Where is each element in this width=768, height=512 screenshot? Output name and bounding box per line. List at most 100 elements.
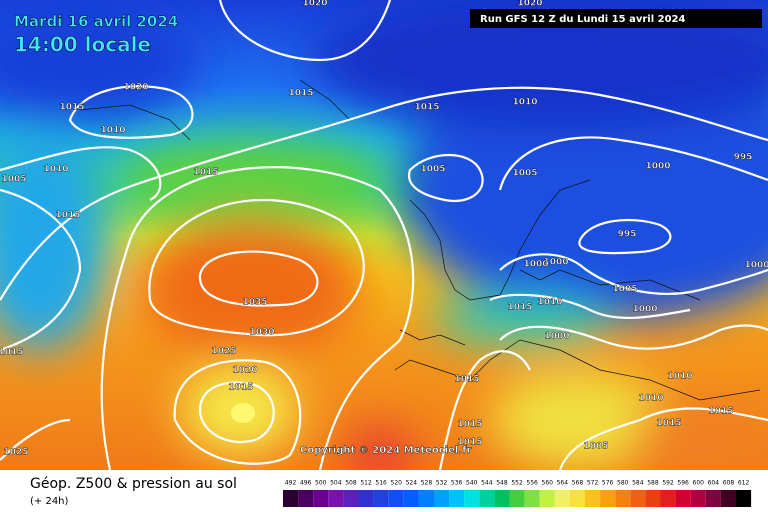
isobar-labels: 1035 1030 1025 1020 1015 1015 1010 1020 1015 1015… xyxy=(0,0,768,458)
scale-label: 548 xyxy=(496,480,508,487)
isobar-label: 1000 xyxy=(744,261,768,271)
isobar-label: 1015 xyxy=(457,420,482,430)
isobar-label: 1000 xyxy=(523,260,548,270)
scale-label: 580 xyxy=(617,480,629,487)
scale-swatch xyxy=(464,490,480,507)
scale-label: 504 xyxy=(330,480,342,487)
forecast-time: 14:00 locale xyxy=(14,33,151,57)
isobar-label: 1015 xyxy=(414,103,439,113)
isobar-label: 1000 xyxy=(632,305,657,315)
scale-label: 520 xyxy=(391,480,403,487)
run-info: Run GFS 12 Z du Lundi 15 avril 2024 xyxy=(480,14,686,25)
scale-swatch xyxy=(328,490,344,507)
legend-title: Géop. Z500 & pression au sol xyxy=(30,476,237,492)
isobar-label: 1010 xyxy=(43,165,68,175)
isobar-label: 1005 xyxy=(512,169,537,179)
scale-label: 552 xyxy=(511,480,523,487)
scale-swatch xyxy=(434,490,450,507)
isobar-label: 1000 xyxy=(645,162,670,172)
isobar-label: 1015 xyxy=(228,383,253,393)
scale-label: 600 xyxy=(693,480,705,487)
isobar-label: 995 xyxy=(618,230,637,240)
isobar-label: 1015 xyxy=(59,103,84,113)
scale-label: 596 xyxy=(677,480,689,487)
scale-swatch xyxy=(358,490,374,507)
color-scale: 492 496 500 504 508 512 516 520 524 528 532 536 540 5… xyxy=(283,480,752,507)
scale-label: 576 xyxy=(602,480,614,487)
isobar-label: 1015 xyxy=(454,375,479,385)
scale-swatch xyxy=(509,490,525,507)
scale-label: 496 xyxy=(300,480,312,487)
isobar-label: 1015 xyxy=(288,89,313,99)
scale-swatch xyxy=(283,490,299,507)
isobar-label: 1010 xyxy=(638,394,663,404)
scale-label: 508 xyxy=(345,480,357,487)
scale-label: 612 xyxy=(738,480,750,487)
isobar-label: 1025 xyxy=(211,347,236,357)
high-core xyxy=(231,403,255,423)
scale-label: 540 xyxy=(466,480,478,487)
scale-swatch xyxy=(313,490,329,507)
scale-label: 568 xyxy=(572,480,584,487)
scale-swatch xyxy=(418,490,434,507)
isobar-label: 1015 xyxy=(457,438,482,448)
field-shading xyxy=(0,0,768,470)
scale-label: 500 xyxy=(315,480,327,487)
scale-swatch xyxy=(675,490,691,507)
map: 1035 1030 1025 1020 1015 1015 1010 1020 1015 1015… xyxy=(0,0,768,470)
scale-swatch xyxy=(705,490,721,507)
scale-label: 544 xyxy=(481,480,493,487)
isobar-label: 1010 xyxy=(512,98,537,108)
scale-label: 528 xyxy=(421,480,433,487)
coastlines xyxy=(79,79,761,401)
isobar-label: 1000 xyxy=(544,332,569,342)
isobar-label: 1005 xyxy=(583,442,608,452)
scale-label: 572 xyxy=(587,480,599,487)
scale-swatch xyxy=(494,490,510,507)
isobar-label: 1020 xyxy=(232,366,257,376)
run-box xyxy=(470,9,762,28)
scale-swatch xyxy=(660,490,676,507)
isobar-label: 1010 xyxy=(667,372,692,382)
forecast-date: Mardi 16 avril 2024 xyxy=(14,13,178,31)
scale-label: 536 xyxy=(451,480,463,487)
scale-swatch xyxy=(690,490,706,507)
isobar-label: 1020 xyxy=(517,0,542,9)
isobar-label: 995 xyxy=(734,153,753,163)
legend-subtitle: (+ 24h) xyxy=(30,496,69,507)
scale-label: 492 xyxy=(285,480,297,487)
scale-swatch xyxy=(600,490,616,507)
scale-swatch xyxy=(388,490,404,507)
isobar-label: 1005 xyxy=(420,165,445,175)
scale-swatch xyxy=(615,490,631,507)
scale-swatch xyxy=(449,490,465,507)
scale-label: 556 xyxy=(526,480,538,487)
scale-label: 588 xyxy=(647,480,659,487)
isobar-label: 1020 xyxy=(302,0,327,9)
isobar-label: 1015 xyxy=(708,407,733,417)
scale-label: 564 xyxy=(557,480,569,487)
isobar-label: 1010 xyxy=(537,298,562,308)
scale-swatch xyxy=(539,490,555,507)
scale-label: 604 xyxy=(708,480,720,487)
isobar-label: 1030 xyxy=(249,328,274,338)
scale-swatch xyxy=(373,490,389,507)
scale-label: 524 xyxy=(406,480,418,487)
isobars xyxy=(0,0,768,470)
scale-label: 584 xyxy=(632,480,644,487)
scale-label: 592 xyxy=(662,480,674,487)
isobar-label: 1005 xyxy=(612,285,637,295)
scale-label: 516 xyxy=(375,480,387,487)
scale-label: 608 xyxy=(723,480,735,487)
scale-swatch xyxy=(645,490,661,507)
isobar-label: 1015 xyxy=(656,419,681,429)
isobar-label: 1015 xyxy=(193,168,218,178)
scale-label: 560 xyxy=(542,480,554,487)
scale-swatch xyxy=(630,490,646,507)
scale-swatch xyxy=(585,490,601,507)
scale-label: 512 xyxy=(360,480,372,487)
isobar-label: 1020 xyxy=(123,83,148,93)
isobar-label: 1000 xyxy=(543,258,568,268)
isobar-label: 1015 xyxy=(507,303,532,313)
